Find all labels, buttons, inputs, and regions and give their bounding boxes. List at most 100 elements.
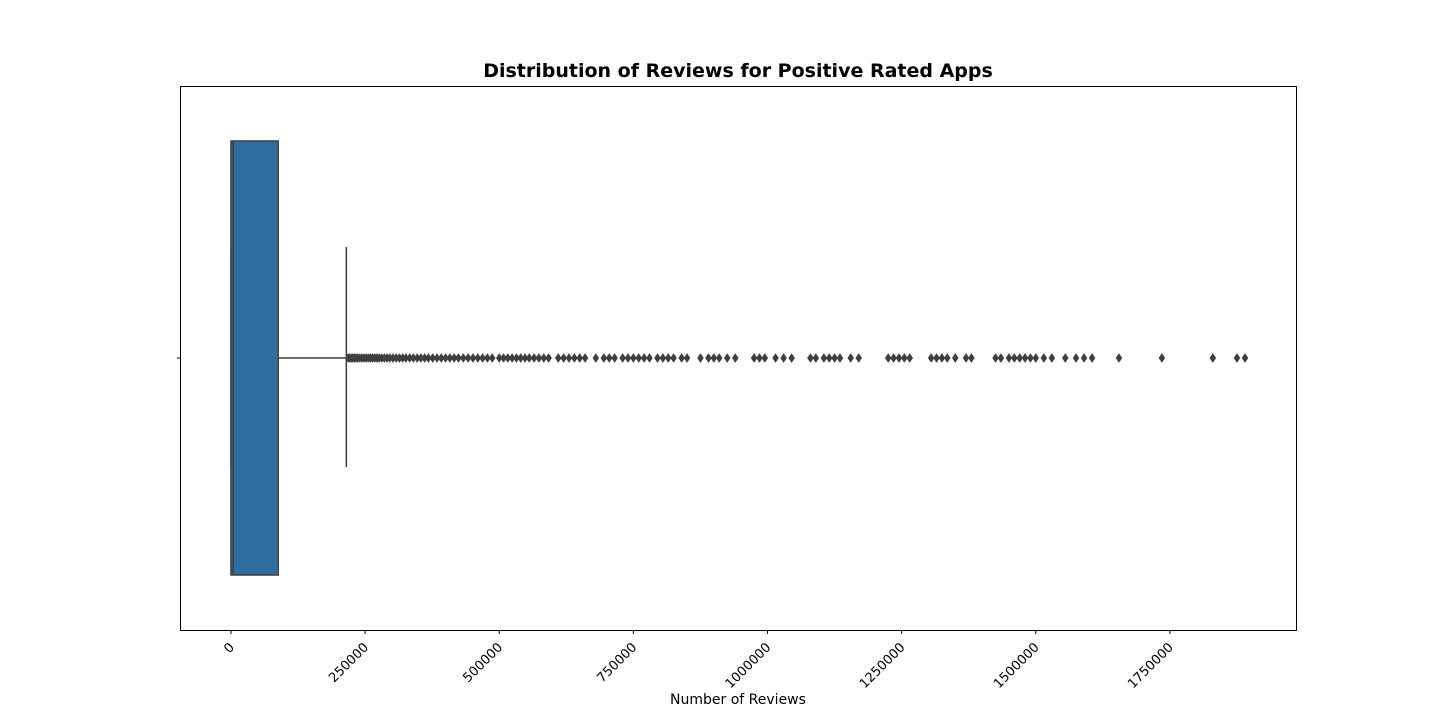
outlier-point [831, 353, 838, 363]
outlier-point [906, 353, 913, 363]
outlier-point [1005, 353, 1013, 363]
outlier-point [927, 353, 935, 363]
outlier-point [664, 353, 672, 363]
outlier-point [530, 353, 538, 363]
outlier-point [847, 353, 854, 363]
outlier-point [772, 353, 779, 363]
outlier-point [1032, 353, 1040, 363]
outlier-point [600, 353, 608, 363]
outlier-point [968, 353, 975, 363]
x-tick-label: 1000000 [723, 640, 775, 692]
outlier-point [670, 353, 677, 363]
outlier-point [1072, 353, 1080, 363]
outlier-point [780, 353, 787, 363]
outlier-point [933, 353, 940, 363]
x-tick-label: 1500000 [991, 640, 1043, 692]
outlier-point [807, 353, 814, 363]
x-axis-ticks: 0 250000 500000 750000 1000000 1250000 1500000… [177, 357, 1177, 692]
outlier-point [895, 353, 903, 363]
outlier-point [732, 353, 739, 363]
outlier-point [1011, 353, 1018, 363]
outlier-point [788, 353, 795, 363]
outlier-point [560, 353, 567, 363]
outlier-point [1115, 353, 1123, 363]
outlier-point [710, 353, 718, 363]
outlier-point [951, 353, 959, 363]
plot-area-frame [180, 86, 1297, 631]
outlier-point [1027, 353, 1034, 363]
outlier-point [488, 353, 496, 363]
outlier-point [1061, 353, 1069, 363]
outlier-point [640, 353, 648, 363]
outlier-point [836, 353, 844, 363]
outlier-point [630, 353, 637, 363]
outlier-point [474, 353, 482, 363]
outlier-point [715, 353, 723, 363]
outlier-point [1233, 353, 1241, 363]
outlier-point [592, 353, 600, 363]
outlier-point [705, 353, 712, 363]
outlier-point [697, 353, 704, 363]
outlier-point [938, 353, 946, 363]
outlier-point [469, 353, 477, 363]
outlier-point [812, 353, 820, 363]
outlier-point [1158, 353, 1166, 363]
outlier-point [1209, 353, 1217, 363]
outlier-point [619, 353, 626, 363]
outlier-point [455, 353, 462, 363]
outlier-point [624, 353, 632, 363]
outlier-point [535, 353, 543, 363]
outlier-point [723, 353, 731, 363]
x-axis-label: Number of Reviews [670, 692, 806, 708]
x-tick-label: 1250000 [857, 640, 909, 692]
outlier-point [997, 353, 1005, 363]
outlier-point [484, 353, 491, 363]
outlier-point [540, 353, 548, 363]
outlier-point [565, 353, 573, 363]
outlier-point [554, 353, 562, 363]
outlier-point [683, 353, 691, 363]
outlier-point [1040, 353, 1048, 363]
outlier-point [654, 353, 661, 363]
x-tick-label: 500000 [460, 640, 506, 686]
outlier-points [344, 353, 1249, 363]
outlier-point [756, 353, 763, 363]
outlier-point [459, 353, 467, 363]
outlier-point [525, 353, 533, 363]
outlier-point [611, 353, 618, 363]
outlier-point [962, 353, 970, 363]
outlier-point [1088, 353, 1096, 363]
outlier-point [943, 353, 951, 363]
outlier-point [605, 353, 613, 363]
chart-title: Distribution of Reviews for Positive Rat… [483, 60, 993, 82]
outlier-point [545, 353, 552, 363]
outlier-point [464, 353, 472, 363]
outlier-point [901, 353, 908, 363]
outlier-point [479, 353, 486, 363]
outlier-point [659, 353, 667, 363]
x-tick-label: 250000 [326, 640, 372, 686]
outlier-point [825, 353, 833, 363]
outlier-point [750, 353, 758, 363]
outlier-point [855, 353, 863, 363]
x-tick-label: 1750000 [1125, 640, 1177, 692]
outlier-point [571, 353, 578, 363]
box-plot [230, 140, 348, 576]
outlier-point [646, 353, 653, 363]
outlier-point [678, 353, 685, 363]
outlier-point [820, 353, 828, 363]
outlier-point [1241, 353, 1249, 363]
outlier-point [581, 353, 589, 363]
x-tick-label: 750000 [594, 640, 640, 686]
x-tick-label: 0 [221, 640, 237, 656]
outlier-point [1016, 353, 1023, 363]
iqr-box [230, 140, 279, 576]
outlier-point [635, 353, 643, 363]
outlier-point [884, 353, 892, 363]
outlier-point [1048, 353, 1056, 363]
outlier-point [890, 353, 897, 363]
outlier-point [1021, 353, 1029, 363]
outlier-point [992, 353, 999, 363]
